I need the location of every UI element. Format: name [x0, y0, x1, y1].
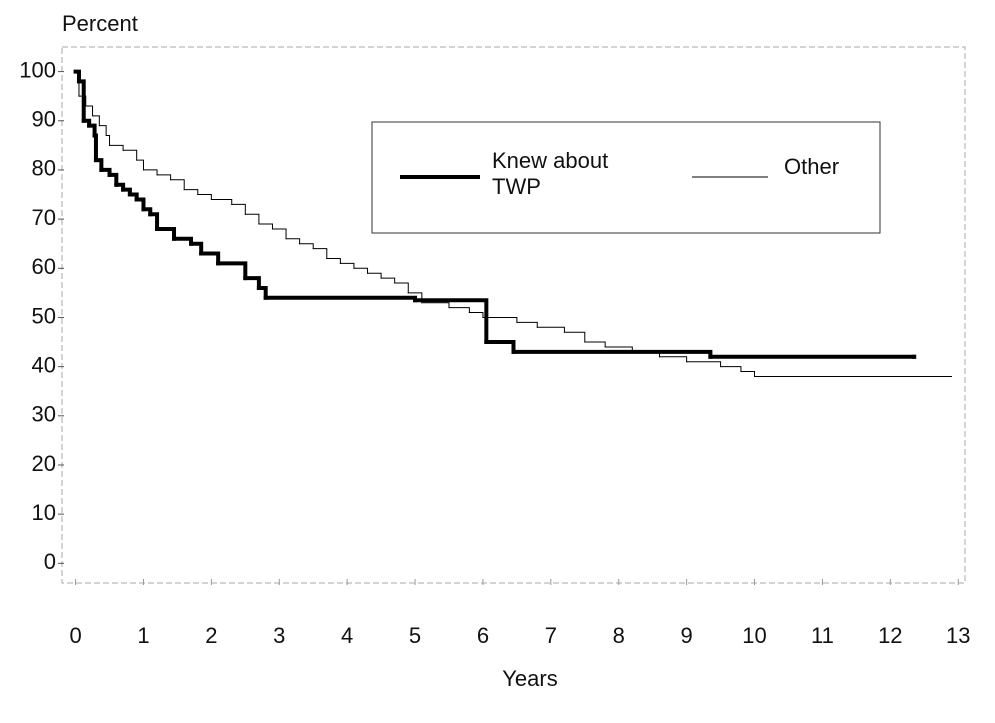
y-axis-label: Percent	[62, 11, 138, 36]
step-segment	[448, 307, 470, 314]
step-segment	[78, 95, 87, 107]
x-tick-label: 11	[811, 623, 834, 648]
legend-label: Other	[784, 154, 839, 179]
step-segment	[109, 144, 124, 151]
x-tick-label: 5	[409, 623, 421, 648]
y-tick-label: 90	[32, 107, 56, 132]
step-segment	[142, 169, 158, 176]
x-tick-label: 13	[946, 623, 970, 648]
y-tick-label: 60	[32, 254, 56, 279]
step-segment	[210, 198, 233, 205]
step-segment	[312, 248, 328, 259]
x-axis-label: Years	[502, 666, 557, 691]
x-tick-label: 7	[545, 623, 557, 648]
step-segment	[299, 243, 314, 250]
x-tick-label: 9	[681, 623, 693, 648]
step-segment	[256, 285, 268, 300]
step-segment	[148, 212, 160, 231]
step-segment	[563, 331, 586, 343]
step-segment	[658, 356, 688, 363]
x-tick-label: 4	[341, 623, 353, 648]
x-tick-label: 8	[613, 623, 625, 648]
y-tick-label: 30	[32, 402, 56, 427]
step-segment	[244, 213, 260, 225]
y-tick-label: 0	[44, 549, 56, 574]
step-segment	[107, 172, 119, 187]
step-segment	[339, 262, 355, 269]
x-tick-label: 3	[273, 623, 285, 648]
step-segment	[155, 226, 177, 241]
step-segment	[75, 71, 80, 97]
step-segment	[536, 326, 565, 333]
step-segment	[92, 115, 100, 127]
step-segment	[156, 174, 172, 181]
y-tick-label: 10	[32, 500, 56, 525]
step-segment	[170, 179, 185, 191]
step-segment	[183, 189, 199, 196]
step-segment	[105, 135, 111, 146]
step-segment	[92, 133, 98, 163]
step-segment	[122, 149, 138, 161]
step-segment	[516, 321, 538, 328]
step-segment	[87, 123, 97, 138]
x-tick-label: 0	[69, 623, 81, 648]
y-tick-label: 100	[19, 57, 56, 82]
step-segment	[76, 79, 86, 123]
step-segment	[326, 257, 341, 264]
step-segment	[604, 346, 633, 353]
x-tick-label: 12	[878, 623, 902, 648]
step-segment	[407, 292, 423, 304]
step-segment	[199, 251, 221, 266]
step-segment	[511, 349, 713, 359]
step-segment	[720, 366, 742, 373]
step-segment	[353, 267, 369, 274]
step-segment	[380, 277, 396, 284]
step-segment	[482, 316, 518, 323]
step-segment	[231, 203, 246, 215]
step-segment	[484, 340, 516, 354]
x-tick-label: 10	[742, 623, 766, 648]
step-segment	[468, 312, 484, 318]
y-tick-label: 50	[32, 303, 56, 328]
y-tick-label: 70	[32, 205, 56, 230]
step-segment	[93, 158, 104, 172]
step-segment	[136, 159, 144, 171]
plot-frame	[61, 46, 966, 584]
step-segment	[421, 302, 450, 309]
step-segment	[394, 282, 409, 294]
step-segment	[584, 341, 606, 348]
step-segment	[85, 105, 94, 117]
step-segment	[243, 276, 261, 290]
step-segment	[258, 223, 273, 230]
step-segment	[263, 295, 418, 303]
step-segment	[134, 197, 146, 212]
step-segment	[98, 125, 107, 137]
step-segment	[216, 261, 248, 281]
step-segment	[631, 351, 660, 358]
y-tick-label: 20	[32, 451, 56, 476]
step-segment	[172, 236, 193, 246]
step-segment	[197, 194, 212, 200]
step-segment	[189, 241, 204, 256]
step-segment	[367, 272, 382, 279]
x-tick-label: 6	[477, 623, 489, 648]
x-tick-label: 1	[137, 623, 149, 648]
legend-label: Knew about TWP	[492, 148, 608, 199]
x-tick-label: 2	[205, 623, 217, 648]
y-tick-label: 40	[32, 352, 56, 377]
step-segment	[285, 238, 301, 245]
y-tick-label: 80	[32, 156, 56, 181]
step-segment	[271, 228, 287, 240]
step-segment	[686, 361, 722, 368]
step-segment	[740, 371, 756, 377]
step-segment	[413, 298, 489, 345]
